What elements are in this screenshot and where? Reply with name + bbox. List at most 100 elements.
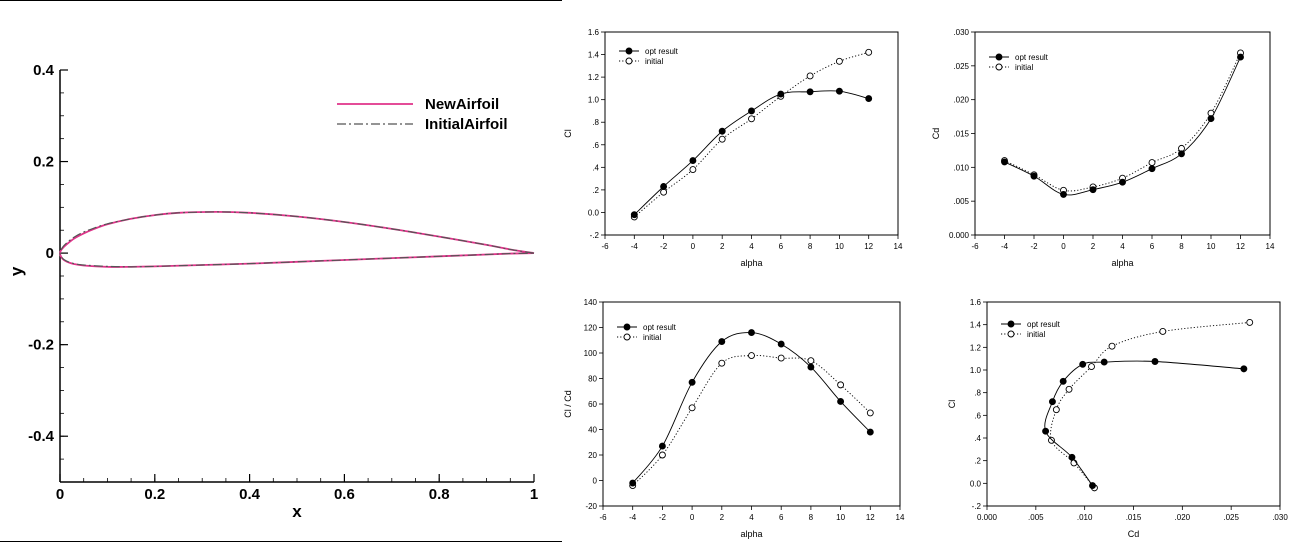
opt-result-point: [658, 442, 666, 450]
x-tick-label: 8: [808, 242, 813, 251]
legend-marker: [623, 333, 631, 341]
opt-result-point: [1240, 365, 1248, 373]
x-tick-label: 0.2: [144, 486, 165, 503]
series-line-newairfoil: [59, 211, 535, 268]
opt-result-point: [835, 87, 843, 95]
x-tick-label: 14: [1266, 242, 1275, 251]
initial-point: [1088, 363, 1095, 371]
initial-point: [658, 451, 666, 459]
y-tick-label: 100: [584, 349, 598, 358]
initial-point: [806, 72, 814, 80]
legend-marker: [623, 323, 631, 331]
y-tick-label: .010: [953, 163, 969, 172]
x-tick-label: 12: [864, 242, 873, 251]
y-tick-label: .025: [953, 62, 969, 71]
opt-result-point: [629, 479, 637, 487]
cl-vs-cd-plot: 0.000 .005 .010 .015 .020 .025 .030 -.2 0.0 .2 .4.…: [947, 298, 1288, 539]
opt-result-point: [1089, 482, 1096, 490]
x-tick-label: .025: [1223, 513, 1239, 522]
y-tick-label: 0.000: [949, 231, 970, 240]
legend-marker: [1007, 330, 1015, 338]
x-tick-label: 2: [720, 513, 725, 522]
x-tick-label: 1: [530, 486, 538, 503]
opt-result-point: [718, 338, 726, 345]
x-tick-label: 0: [1061, 242, 1066, 251]
y-tick-label: 140: [584, 298, 598, 307]
opt-result-point: [1042, 427, 1050, 435]
initial-point: [718, 359, 726, 367]
x-tick-label: 0.000: [977, 513, 998, 522]
y-tick-label: -0.4: [28, 428, 55, 445]
y-tick-label: 1.4: [970, 321, 982, 330]
legend-label: initial: [645, 57, 663, 66]
series-line-initialairfoil: [59, 211, 535, 268]
y-tick-label: 1.4: [588, 51, 600, 60]
y-tick-label: 1.6: [588, 28, 600, 37]
opt-result-point: [1151, 358, 1159, 365]
y-tick-label: 0.2: [33, 154, 54, 171]
initial-point: [835, 57, 843, 65]
legend-marker: [625, 57, 633, 65]
opt-result-point: [777, 340, 785, 348]
initial-point: [1052, 406, 1060, 414]
series-line-initial: [1004, 52, 1241, 192]
x-tick-label: 10: [835, 242, 844, 251]
initial-point: [1148, 159, 1156, 167]
x-tick-label: -4: [1001, 242, 1009, 251]
initial-point: [777, 354, 785, 362]
opt-result-point: [748, 107, 755, 115]
y-tick-label: .4: [592, 163, 599, 172]
y-tick-label: .2: [974, 457, 981, 466]
series-line-initial: [632, 354, 871, 486]
initial-point: [748, 115, 755, 123]
x-tick-label: .020: [1175, 513, 1191, 522]
x-tick-label: .030: [1272, 513, 1288, 522]
opt-result-point: [865, 95, 873, 102]
y-tick-label: 80: [588, 375, 597, 384]
opt-result-point: [1068, 453, 1076, 461]
x-tick-label: 8: [1179, 242, 1184, 251]
legend-label: initial: [1027, 330, 1045, 339]
x-tick-label: .010: [1077, 513, 1093, 522]
y-tick-label: 1.0: [970, 366, 982, 375]
y-tick-label: 0.0: [970, 479, 982, 488]
legend-label: opt result: [1027, 320, 1061, 329]
opt-result-point: [806, 88, 814, 96]
opt-result-point: [1001, 158, 1008, 166]
legend-label: initial: [643, 333, 661, 342]
y-tick-label: .020: [953, 96, 969, 105]
x-tick-label: -6: [971, 242, 979, 251]
opt-result-point: [1207, 115, 1215, 123]
initial-point: [1048, 436, 1055, 444]
y-tick-label: -20: [585, 502, 597, 511]
initial-point: [837, 381, 845, 389]
legend-label: InitialAirfoil: [425, 116, 508, 133]
opt-result-point: [1079, 360, 1087, 368]
x-tick-label: -2: [659, 513, 667, 522]
airfoil-plot: 0 0.2 0.4 0.6 0.8 1 -0.4 -0.2 0 0.2 0.4 x y NewAirfoi…: [7, 62, 538, 521]
y-tick-label: 0: [593, 477, 598, 486]
legend-label: NewAirfoil: [425, 96, 499, 113]
opt-result-point: [1148, 165, 1156, 173]
x-tick-label: -4: [631, 242, 639, 251]
x-tick-label: -2: [660, 242, 668, 251]
x-tick-label: .015: [1126, 513, 1142, 522]
x-tick-label: 12: [866, 513, 875, 522]
x-tick-label: 2: [1091, 242, 1096, 251]
opt-result-point: [660, 183, 668, 190]
opt-result-point: [1178, 150, 1185, 158]
opt-result-point: [1237, 53, 1244, 61]
x-tick-label: 2: [720, 242, 725, 251]
opt-result-point: [1060, 190, 1067, 198]
opt-result-point: [689, 157, 697, 165]
opt-result-point: [866, 428, 874, 436]
x-tick-label: 6: [779, 513, 784, 522]
series-line-opt-result: [1044, 360, 1244, 486]
x-tick-label: 4: [1120, 242, 1125, 251]
series-line-initial: [634, 51, 869, 218]
x-tick-label: 10: [1207, 242, 1216, 251]
y-axis-label: Cl: [563, 129, 573, 138]
y-tick-label: 1.2: [588, 73, 600, 82]
x-tick-label: .005: [1028, 513, 1044, 522]
